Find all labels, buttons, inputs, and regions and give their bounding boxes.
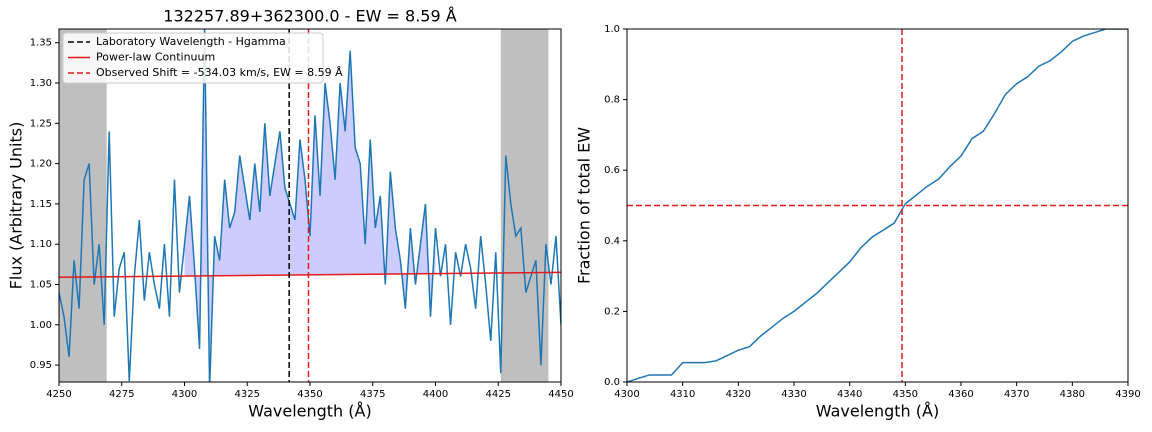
x-tick-label: 4360 [948,389,973,400]
y-tick-label: 1.10 [30,239,52,250]
axes-frame [626,28,1129,383]
y-tick-label: 1.30 [30,78,52,89]
y-tick-label: 1.35 [30,38,52,49]
legend: Laboratory Wavelength - Hgamma Power-law … [62,32,343,84]
legend-label: Laboratory Wavelength - Hgamma [96,35,286,48]
x-tick-label: 4390 [1115,389,1140,400]
plot-area [59,29,561,382]
x-tick-label: 4425 [486,389,511,400]
y-tick-label: 1.05 [30,279,52,290]
x-tick-label: 4350 [297,389,322,400]
y-tick-label: 1.0 [604,24,620,35]
x-tick-label: 4375 [360,389,385,400]
shaded-region [500,29,549,382]
y-tick-label: 1.20 [30,159,52,170]
x-tick-label: 4340 [837,389,862,400]
y-tick-label: 0.4 [604,236,620,247]
y-tick-label: 0.2 [604,306,620,317]
x-tick-label: 4250 [46,389,71,400]
y-tick-label: 1.15 [30,199,52,210]
y-tick-label: 1.00 [30,320,52,331]
y-axis-label: Flux (Arbitrary Units) [7,122,26,290]
legend-label: Power-law Continuum [96,51,215,64]
x-tick-label: 4310 [670,389,695,400]
x-tick-label: 4450 [548,389,573,400]
legend-label: Observed Shift = -534.03 km/s, EW = 8.59… [96,66,343,79]
x-axis-label: Wavelength (Å) [816,402,939,421]
series-line [59,271,561,278]
series-line [627,29,1128,382]
y-tick-label: 0.0 [604,377,620,388]
chart-title: 132257.89+362300.0 - EW = 8.59 Å [163,7,456,26]
x-tick-label: 4330 [781,389,806,400]
x-tick-label: 4400 [423,389,448,400]
plot-area [627,29,1128,382]
x-tick-label: 4380 [1060,389,1085,400]
x-tick-label: 4300 [614,389,639,400]
series-line [59,29,561,382]
x-tick-label: 4350 [893,389,918,400]
y-tick-label: 0.8 [604,95,620,106]
x-tick-label: 4320 [726,389,751,400]
y-tick-label: 0.95 [30,360,52,371]
x-tick-label: 4300 [172,389,197,400]
y-tick-label: 0.6 [604,165,620,176]
x-axis-label: Wavelength (Å) [248,402,371,421]
x-tick-label: 4275 [109,389,134,400]
legend-box [62,32,324,84]
x-tick-label: 4370 [1004,389,1029,400]
y-axis-label: Fraction of total EW [575,127,594,284]
x-tick-label: 4325 [235,389,260,400]
y-tick-label: 1.25 [30,118,52,129]
